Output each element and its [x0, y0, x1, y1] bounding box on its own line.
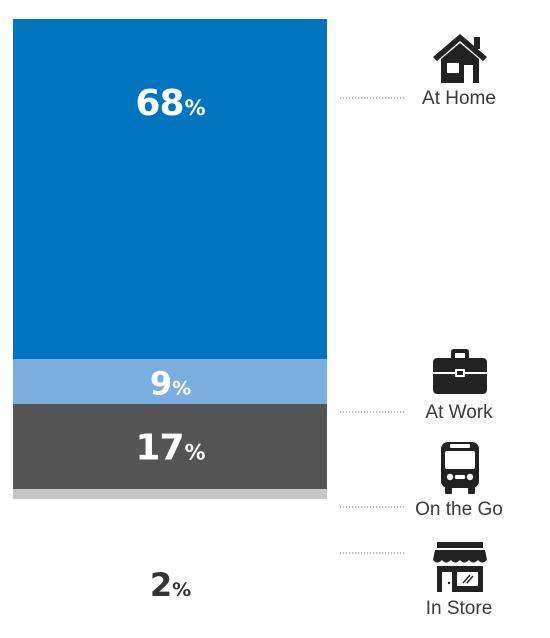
value-label-in-store: 2%: [150, 566, 191, 604]
bar-segments: [13, 19, 327, 499]
bar-segment-in-store: [13, 489, 327, 499]
category-label-at-home: At Home: [422, 88, 496, 109]
value-label-on-the-go: 17%: [135, 428, 205, 469]
store-icon: [433, 542, 487, 592]
house-icon: [433, 34, 487, 83]
category-icons: [433, 34, 487, 592]
bus-icon: [441, 442, 479, 494]
bar-segment-on-the-go: [13, 404, 327, 489]
briefcase-icon: [433, 349, 487, 394]
bar-segment-at-home: [13, 19, 327, 359]
category-label-in-store: In Store: [426, 598, 493, 619]
bar-segment-at-work: [13, 359, 327, 404]
category-label-at-work: At Work: [425, 402, 493, 423]
category-labels: At Home At Work On the Go In Store: [415, 88, 503, 619]
leader-lines: [340, 97, 406, 554]
value-label-at-home: 68%: [135, 83, 205, 124]
category-label-on-the-go: On the Go: [415, 499, 503, 520]
value-label-at-work: 9%: [150, 365, 191, 403]
value-labels: 68% 9% 17% 2%: [135, 83, 206, 604]
